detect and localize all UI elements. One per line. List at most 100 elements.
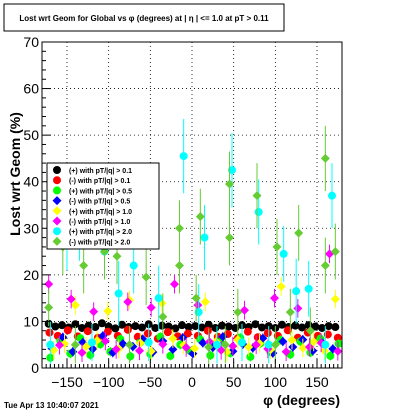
data-point xyxy=(225,179,234,189)
y-tick-label: 40 xyxy=(23,174,39,190)
data-point xyxy=(298,323,306,332)
x-axis-label: φ (degrees) xyxy=(263,392,340,408)
data-point xyxy=(135,338,145,348)
data-point xyxy=(114,289,123,298)
data-point xyxy=(58,321,66,330)
legend-label: (+) with pT/|q| > 0.1 xyxy=(69,168,132,175)
data-point xyxy=(276,282,286,291)
data-point xyxy=(287,335,297,345)
data-point xyxy=(181,343,191,353)
legend-label: (-) with pT/|q| > 0.5 xyxy=(69,199,130,206)
data-point xyxy=(143,329,152,338)
data-point xyxy=(225,233,234,243)
data-point xyxy=(129,261,138,270)
data-point xyxy=(118,339,128,349)
data-point xyxy=(66,294,76,304)
data-point xyxy=(244,342,254,352)
data-point xyxy=(263,329,272,338)
data-point xyxy=(88,338,96,347)
legend-label: (+) with pT/|q| > 0.5 xyxy=(69,188,132,195)
legend-marker xyxy=(52,216,62,226)
data-point xyxy=(203,326,212,335)
x-tick-label: 0 xyxy=(188,374,196,390)
data-point xyxy=(279,249,288,258)
legend-label: (-) with pT/|q| > 1.0 xyxy=(69,219,130,226)
data-point xyxy=(154,294,163,303)
data-point xyxy=(318,323,326,332)
data-point xyxy=(178,321,186,330)
data-point xyxy=(191,293,201,303)
legend-label: (+) with pT/|q| > 2.0 xyxy=(69,229,132,236)
data-point xyxy=(191,322,200,331)
data-point xyxy=(98,319,106,328)
x-tick-label: 50 xyxy=(226,374,242,390)
title-box xyxy=(3,3,285,32)
data-point xyxy=(321,340,330,349)
data-point xyxy=(334,339,343,348)
x-tick-label: 150 xyxy=(305,374,329,390)
data-point xyxy=(89,307,99,317)
data-point xyxy=(333,346,343,356)
y-tick-label: 60 xyxy=(23,81,39,97)
data-point xyxy=(254,207,263,216)
data-point xyxy=(264,340,273,349)
data-point xyxy=(294,228,304,238)
legend-box xyxy=(46,162,160,250)
x-tick-label: −150 xyxy=(51,374,83,390)
data-point xyxy=(243,327,252,336)
data-point xyxy=(91,323,100,332)
axes: −150 −100 −50 0 50 100 150 0 10 20 30 40 50 60 70 xyxy=(23,34,339,390)
data-point xyxy=(251,320,260,329)
y-tick-label: 50 xyxy=(23,127,39,143)
data-point xyxy=(144,338,153,347)
data-point xyxy=(158,321,166,330)
data-point xyxy=(111,324,120,333)
legend-marker xyxy=(53,166,61,174)
data-point xyxy=(218,321,226,330)
data-point xyxy=(179,152,188,161)
data-point xyxy=(146,302,156,312)
data-point xyxy=(330,247,340,257)
data-point xyxy=(44,302,54,312)
legend-label: (+) with pT/|q| > 1.0 xyxy=(69,209,132,216)
data-point xyxy=(198,323,206,332)
data-point xyxy=(278,336,288,346)
legend-marker xyxy=(53,227,61,236)
y-tick-label: 0 xyxy=(31,360,39,376)
y-tick-label: 20 xyxy=(23,267,39,283)
data-point xyxy=(200,297,210,307)
x-tick-label: −50 xyxy=(138,374,162,390)
data-point xyxy=(111,344,121,354)
data-point xyxy=(168,334,178,344)
data-point xyxy=(293,303,303,313)
x-tick-label: −100 xyxy=(93,374,125,390)
data-point xyxy=(126,352,135,361)
data-point xyxy=(125,340,134,350)
chart-title: Lost wrt Geom for Global vs φ (degrees) … xyxy=(19,14,269,23)
data-point xyxy=(198,338,208,348)
data-point xyxy=(305,342,314,352)
data-point xyxy=(246,352,255,361)
data-point xyxy=(304,284,313,293)
data-point xyxy=(326,351,335,360)
data-point xyxy=(46,340,55,349)
data-point xyxy=(123,297,133,307)
data-point xyxy=(70,340,80,350)
data-point xyxy=(131,322,140,331)
data-point xyxy=(190,343,199,353)
data-point xyxy=(240,305,249,315)
data-point xyxy=(175,261,184,271)
series-6 xyxy=(44,244,343,362)
data-point xyxy=(252,191,262,201)
data-point xyxy=(141,272,151,282)
legend-marker xyxy=(52,196,62,206)
data-point xyxy=(333,333,342,342)
data-point xyxy=(79,261,89,271)
data-point xyxy=(206,351,215,360)
data-point xyxy=(158,312,168,322)
data-point xyxy=(58,332,68,342)
data-point xyxy=(151,323,160,332)
data-point xyxy=(233,307,243,317)
